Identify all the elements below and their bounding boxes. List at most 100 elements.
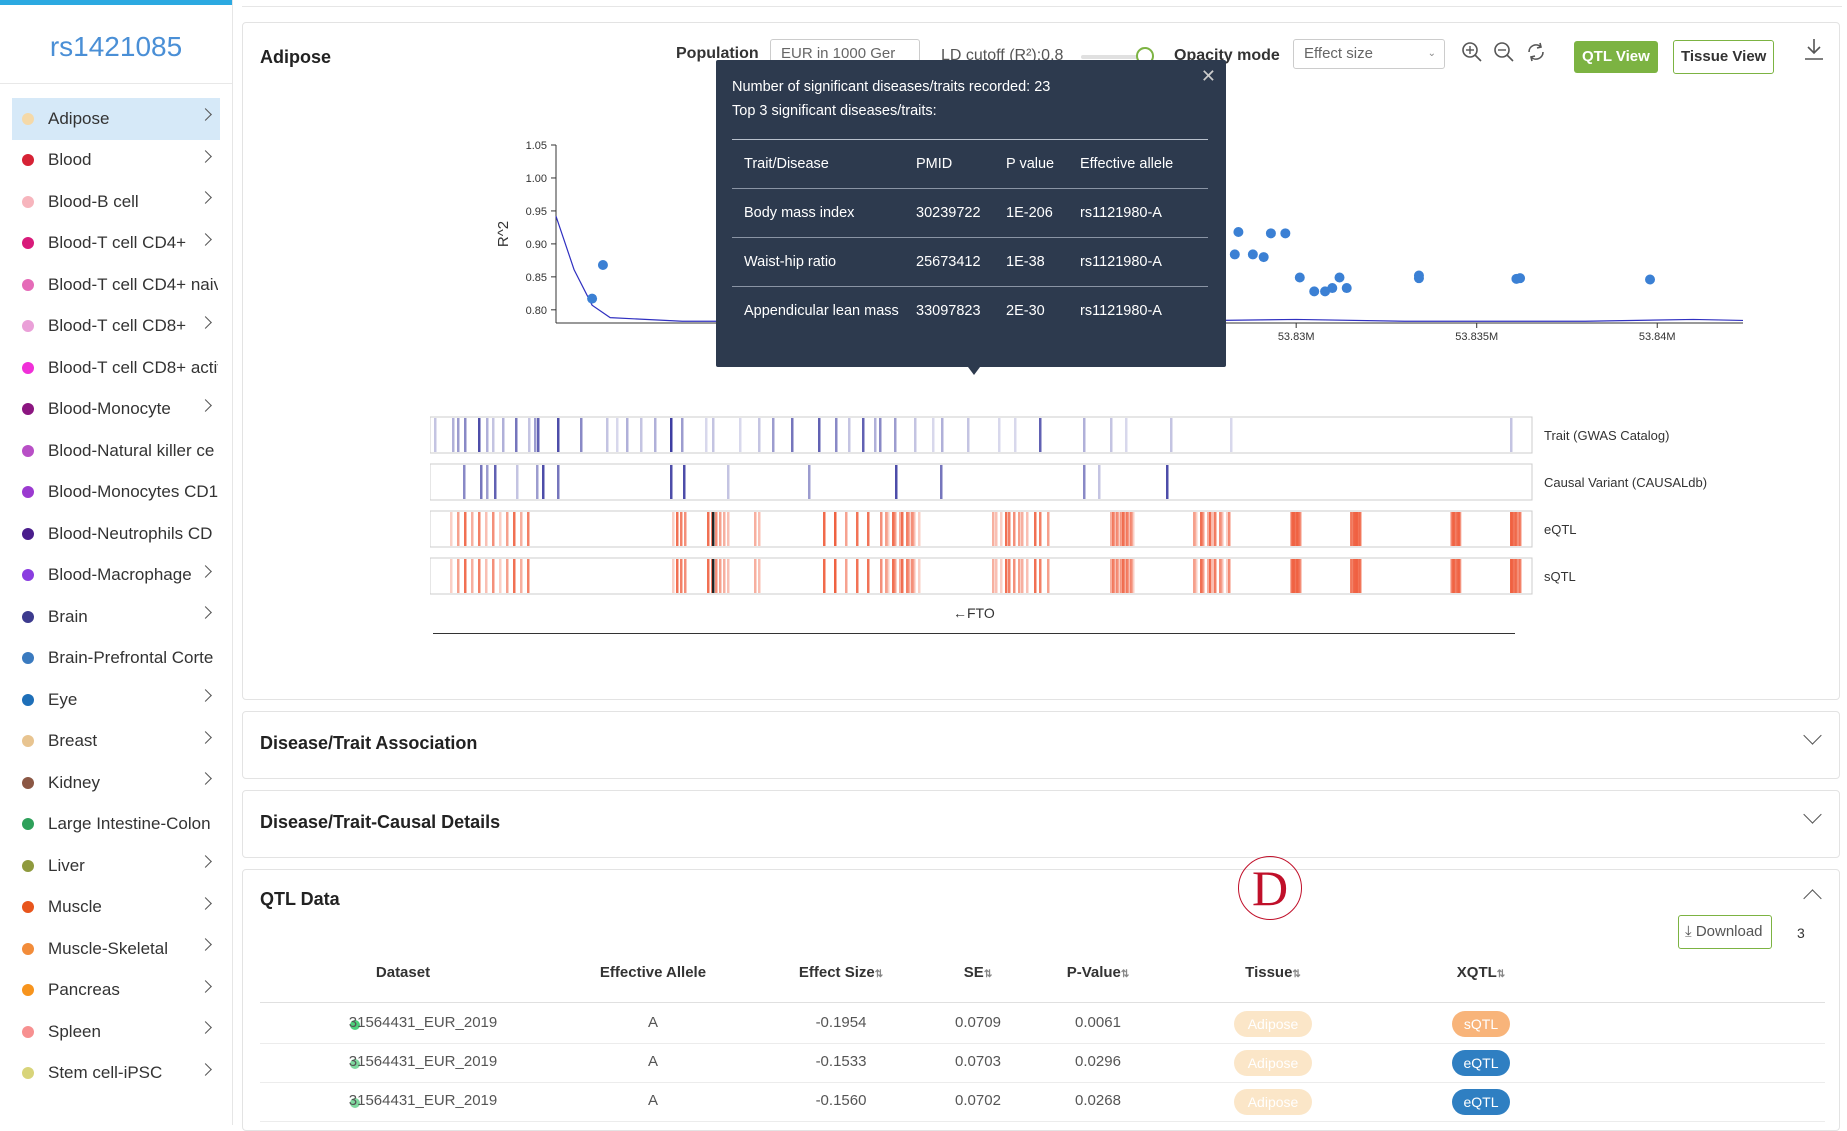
sidebar-item-pancreas[interactable]: Pancreas — [12, 970, 220, 1012]
track-variant-mark — [681, 418, 684, 452]
ld-variant-point — [1309, 286, 1320, 297]
track-variant-mark — [506, 512, 509, 546]
tooltip-row: Appendicular lean mass 33097823 2E-30 rs112… — [732, 286, 1208, 335]
sidebar-item-blood-natural-killer-ce[interactable]: Blood-Natural killer ce — [12, 430, 220, 472]
sidebar-item-blood-t-cell-cd8-[interactable]: Blood-T cell CD8+ — [12, 306, 220, 348]
dataset-status-dot — [350, 1020, 360, 1030]
qtl-cell-effect: -0.1560 — [815, 1092, 867, 1109]
tissue-badge[interactable]: Adipose — [1234, 1011, 1312, 1037]
track-variant-mark — [808, 465, 811, 499]
sidebar-item-blood-t-cell-cd4-naiv[interactable]: Blood-T cell CD4+ naiv — [12, 264, 220, 306]
track-variant-mark — [1292, 559, 1295, 593]
sidebar-item-breast[interactable]: Breast — [12, 721, 220, 763]
chevron-down-icon[interactable] — [1803, 805, 1822, 824]
track-variant-mark — [791, 418, 794, 452]
tissue-badge[interactable]: Adipose — [1234, 1050, 1312, 1076]
sidebar-item-kidney[interactable]: Kidney — [12, 762, 220, 804]
track-variant-mark — [754, 559, 757, 593]
track-variant-mark — [940, 465, 943, 499]
disease-trait-association-panel[interactable]: Disease/Trait Association — [242, 711, 1840, 779]
sidebar-item-blood-monocyte[interactable]: Blood-Monocyte — [12, 389, 220, 431]
sidebar-item-blood-macrophage[interactable]: Blood-Macrophage — [12, 555, 220, 597]
download-button[interactable]: ⤓ Download — [1678, 915, 1772, 949]
track-variant-mark — [1116, 512, 1119, 546]
track-variant-mark — [1026, 559, 1029, 593]
sidebar-item-spleen[interactable]: Spleen — [12, 1011, 220, 1053]
track-variant-mark — [892, 559, 895, 593]
sidebar: rs1421085 Adipose Blood Blood-B cell Blood-… — [0, 0, 233, 1125]
sidebar-item-eye[interactable]: Eye — [12, 679, 220, 721]
sidebar-item-muscle-skeletal[interactable]: Muscle-Skeletal — [12, 928, 220, 970]
tooltip-row: Waist-hip ratio 25673412 1E-38 rs1121980-A — [732, 237, 1208, 287]
sidebar-item-stem-cell-ipsc[interactable]: Stem cell-iPSC — [12, 1053, 220, 1095]
sidebar-item-liver[interactable]: Liver — [12, 845, 220, 887]
refresh-icon[interactable] — [1525, 41, 1547, 69]
track-variant-mark — [486, 418, 489, 452]
qtl-view-button[interactable]: QTL View — [1574, 41, 1658, 73]
opacity-mode-select[interactable]: Effect size ⌄ — [1293, 39, 1445, 69]
qtl-header-effect-size[interactable]: Effect Size⇅ — [761, 964, 921, 981]
track-variant-mark — [1299, 559, 1302, 593]
ld-cutoff-slider-track[interactable] — [1081, 55, 1141, 59]
qtl-header-tissue[interactable]: Tissue⇅ — [1193, 964, 1353, 981]
sidebar-item-blood-b-cell[interactable]: Blood-B cell — [12, 181, 220, 223]
track-label: sQTL — [1544, 569, 1576, 584]
xqtl-badge[interactable]: sQTL — [1452, 1011, 1510, 1037]
track-variant-mark — [754, 512, 757, 546]
table-row — [260, 1083, 1825, 1122]
zoom-in-icon[interactable] — [1461, 41, 1483, 69]
track-variant-mark — [932, 418, 935, 452]
sidebar-item-brain-prefrontal-corte[interactable]: Brain-Prefrontal Corte — [12, 638, 220, 680]
track-variant-mark — [887, 559, 890, 593]
sidebar-item-label: Blood-Natural killer ce — [48, 440, 215, 460]
sidebar-item-blood-neutrophils-cd[interactable]: Blood-Neutrophils CD — [12, 513, 220, 555]
sidebar-item-large-intestine-colon[interactable]: Large Intestine-Colon — [12, 804, 220, 846]
track-variant-mark — [1350, 512, 1353, 546]
track-variant-mark — [1034, 559, 1037, 593]
track-variant-mark — [1516, 559, 1519, 593]
tissue-color-dot — [22, 610, 34, 623]
download-button-label: Download — [1695, 923, 1763, 940]
sidebar-item-blood-t-cell-cd4-[interactable]: Blood-T cell CD4+ — [12, 223, 220, 265]
chevron-up-icon[interactable] — [1803, 889, 1822, 908]
chevron-down-icon[interactable] — [1803, 726, 1822, 745]
track-variant-mark — [464, 418, 467, 452]
download-icon[interactable] — [1803, 37, 1825, 67]
result-count: 3 — [1797, 925, 1805, 941]
track-variant-mark — [908, 512, 911, 546]
tissue-color-dot — [22, 693, 34, 706]
sidebar-item-brain[interactable]: Brain — [12, 596, 220, 638]
close-icon[interactable]: ✕ — [1200, 66, 1216, 86]
track-variant-mark — [1230, 418, 1233, 452]
xqtl-badge[interactable]: eQTL — [1452, 1089, 1510, 1115]
qtl-header-se[interactable]: SE⇅ — [898, 964, 1058, 981]
track-variant-mark — [1515, 559, 1518, 593]
track-variant-mark — [1018, 512, 1021, 546]
track-variant-mark — [918, 512, 921, 546]
qtl-header-xqtl[interactable]: XQTL⇅ — [1401, 964, 1561, 981]
track-variant-mark — [516, 465, 519, 499]
qtl-header-p-value[interactable]: P-Value⇅ — [1018, 964, 1178, 981]
zoom-out-icon[interactable] — [1493, 41, 1515, 69]
sidebar-item-muscle[interactable]: Muscle — [12, 887, 220, 929]
header-label: P-Value — [1066, 964, 1121, 981]
tissue-badge[interactable]: Adipose — [1234, 1089, 1312, 1115]
sidebar-item-label: Blood-Monocytes CD1 — [48, 482, 218, 502]
disease-trait-causal-title: Disease/Trait-Causal Details — [260, 812, 501, 832]
track-variant-mark — [1353, 559, 1356, 593]
sidebar-item-blood[interactable]: Blood — [12, 140, 220, 182]
tissue-view-button[interactable]: Tissue View — [1673, 40, 1775, 74]
sidebar-item-adipose[interactable]: Adipose — [12, 98, 220, 140]
qtl-header-dataset: Dataset — [323, 964, 483, 981]
disease-trait-causal-panel[interactable]: Disease/Trait-Causal Details — [242, 790, 1840, 858]
track-variant-mark — [499, 559, 502, 593]
sort-icon: ⇅ — [1292, 969, 1301, 980]
track-variant-mark — [680, 512, 683, 546]
sidebar-item-blood-monocytes-cd1[interactable]: Blood-Monocytes CD1 — [12, 472, 220, 514]
ld-variant-point — [1341, 283, 1352, 294]
xqtl-badge[interactable]: eQTL — [1452, 1050, 1510, 1076]
track-variant-mark — [1515, 512, 1518, 546]
track-variant-mark — [1519, 559, 1522, 593]
track-variant-mark — [580, 418, 583, 452]
sidebar-item-blood-t-cell-cd8-activ[interactable]: Blood-T cell CD8+ activ — [12, 347, 220, 389]
